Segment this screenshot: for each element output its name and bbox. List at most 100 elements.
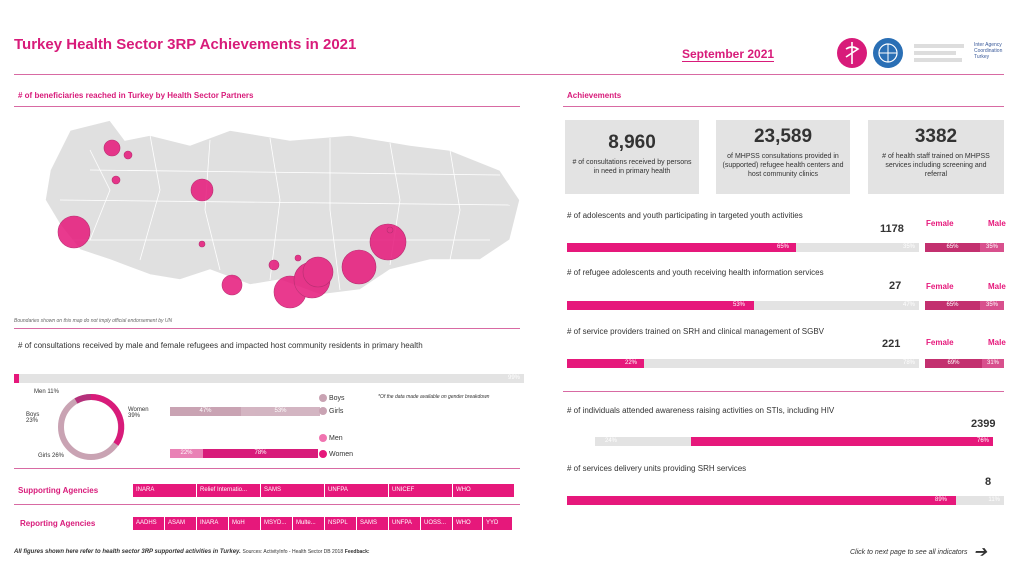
agency-chip: INARA — [197, 517, 229, 530]
donut-label-men: Men 11% — [34, 389, 59, 395]
achievements-divider — [563, 106, 1004, 107]
srh-bar-rest: 11% — [988, 497, 1000, 503]
indicator-label: # of service providers trained on SRH an… — [567, 327, 825, 336]
map-section-title: # of beneficiaries reached in Turkey by … — [18, 91, 254, 100]
kpi-value: 23,589 — [753, 126, 813, 147]
indicator-bar-fill — [567, 359, 645, 368]
indicator-value: 8 — [985, 476, 992, 488]
kpi-card-consultations: 8,960 # of consultations received by per… — [565, 120, 699, 194]
female-share: 69% — [925, 359, 982, 368]
map-bubble — [190, 178, 214, 202]
map-bubble — [302, 256, 334, 288]
agency-chip: WHO — [453, 517, 483, 530]
arrow-right-icon: ➔ — [973, 544, 987, 561]
indicator-bar: 53% 47% — [567, 301, 919, 310]
agency-chip: Multe... — [293, 517, 325, 530]
kpi-label: # of consultations received by persons i… — [572, 159, 692, 175]
map-disclaimer: Boundaries shown on this map do not impl… — [14, 318, 173, 324]
kpi-card-mhpss: 23,589 of MHPSS consultations provided i… — [716, 120, 850, 194]
indicator-bar-pct: 65% — [777, 244, 790, 250]
map-section-divider — [14, 106, 520, 107]
map-bubble — [369, 223, 407, 261]
indicator-bar-fill — [567, 243, 796, 252]
consult-section-title: # of consultations received by male and … — [18, 341, 423, 350]
agency-chip: YYD — [483, 517, 513, 530]
female-share: 65% — [925, 243, 980, 252]
male-header: Male — [988, 282, 1006, 291]
legend-men: Men — [319, 434, 343, 442]
map-bubble — [268, 259, 280, 271]
agency-chip: MoH — [229, 517, 261, 530]
indicators-divider — [563, 391, 1004, 392]
map-bubble — [123, 150, 133, 160]
consult-top-bar-label: 99% — [507, 375, 520, 381]
consult-top-bar: 99% — [14, 374, 524, 383]
agency-chip: UNICEF — [389, 484, 453, 497]
indicator-bar-pct: 22% — [625, 360, 638, 366]
map-bubble — [386, 226, 394, 234]
achievements-title: Achievements — [567, 91, 622, 100]
kpi-value: 3382 — [914, 126, 958, 147]
indicator-bar: 22% 78% — [567, 359, 919, 368]
agency-chip: UNFPA — [325, 484, 389, 497]
legend-women: Women — [319, 450, 353, 458]
map-bubble — [221, 274, 243, 296]
map-bubble — [341, 249, 377, 285]
supporting-agencies-label: Supporting Agencies — [18, 486, 99, 495]
who-emblem-icon — [836, 37, 868, 74]
female-header: Female — [926, 282, 954, 291]
legend-girls: Girls — [319, 407, 343, 415]
male-header: Male — [988, 219, 1006, 228]
hiv-bar-right: 76% — [976, 438, 989, 444]
map-bubble — [57, 215, 91, 249]
donut-label-girls: Girls 26% — [38, 453, 65, 459]
agency-chip: SAMS — [357, 517, 389, 530]
supporting-agencies-list: INARA Relief Internatio... SAMS UNFPA UN… — [133, 484, 515, 497]
reporting-agencies-label: Reporting Agencies — [20, 519, 96, 528]
kpi-value: 8,960 — [608, 132, 656, 153]
indicator-bar-rest: 78% — [902, 360, 915, 366]
men-bar: 22% — [170, 449, 203, 458]
indicator-label: # of adolescents and youth participating… — [567, 211, 803, 220]
srh-bar: 89% 11% — [567, 496, 1004, 505]
agency-chip: UOSS... — [421, 517, 453, 530]
male-share: 35% — [980, 243, 1004, 252]
gender-donut — [56, 392, 126, 467]
agency-chip: Relief Internatio... — [197, 484, 261, 497]
indicator-bar-rest: 47% — [902, 302, 915, 308]
srh-bar-fill — [567, 496, 956, 505]
hiv-bar: 24% 76% — [595, 437, 993, 446]
header-divider — [14, 74, 1004, 75]
indicator-value: 2399 — [971, 418, 996, 430]
male-header: Male — [988, 338, 1006, 347]
male-share: 31% — [982, 359, 1004, 368]
map-bubble — [198, 240, 206, 248]
indicator-value: 27 — [889, 280, 902, 292]
consult-top-bar-fill — [14, 374, 20, 383]
turkey-map — [30, 110, 530, 320]
srh-bar-pct: 89% — [935, 497, 948, 503]
indicator-bar: 65% 35% — [567, 243, 919, 252]
inter-agency-logo-text: Inter Agency Coordination Turkey — [974, 42, 1003, 60]
report-month: September 2021 — [682, 47, 775, 62]
indicator-value: 1178 — [880, 223, 904, 235]
un-emblem-icon — [872, 37, 904, 74]
map-bubble — [103, 139, 121, 157]
gender-note: *Of the data made available on gender br… — [378, 394, 490, 400]
indicator-label: # of individuals attended awareness rais… — [567, 406, 835, 415]
footer-note: All figures shown here refer to health s… — [14, 549, 370, 555]
agency-chip: ASAM — [165, 517, 197, 530]
indicator-label: # of refugee adolescents and youth recei… — [567, 268, 824, 277]
boys-bar: 47% — [170, 407, 241, 416]
donut-label-boys: Boys 23% — [26, 412, 40, 424]
partner-logo — [912, 40, 968, 66]
girls-bar: 53% — [241, 407, 320, 416]
donut-label-women: Women 39% — [128, 407, 149, 419]
kpi-card-staff-trained: 3382 # of health staff trained on MHPSS … — [868, 120, 1004, 194]
female-share: 65% — [925, 301, 980, 310]
next-page-link[interactable]: Click to next page to see all indicators… — [850, 544, 987, 561]
agency-chip: MSYD... — [261, 517, 293, 530]
female-header: Female — [926, 338, 954, 347]
agency-chip: SAMS — [261, 484, 325, 497]
female-header: Female — [926, 219, 954, 228]
